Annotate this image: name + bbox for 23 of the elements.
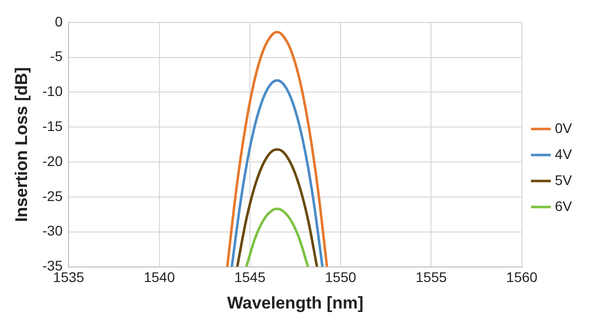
legend-label: 0V — [554, 120, 573, 136]
x-tick-label: 1550 — [325, 269, 356, 286]
y-axis-title: Insertion Loss [dB] — [12, 67, 31, 222]
line-series — [245, 208, 310, 267]
line-series — [226, 30, 328, 267]
line-series — [230, 79, 324, 267]
y-tick-label: -30 — [42, 222, 63, 239]
x-tick-label: 1540 — [144, 269, 176, 286]
x-tick-label: 1535 — [53, 269, 84, 286]
line-series — [236, 148, 318, 267]
legend-label: 5V — [554, 172, 573, 188]
y-tick-label: -10 — [42, 83, 63, 100]
y-tick-label: -15 — [42, 118, 63, 134]
x-tick-label: 1560 — [506, 269, 538, 286]
x-tick-label: 1545 — [234, 269, 266, 286]
y-tick-label: -20 — [42, 152, 63, 169]
y-tick-label: -25 — [42, 188, 63, 204]
x-tick-label: 1555 — [416, 269, 448, 286]
legend-label: 4V — [554, 146, 573, 162]
x-axis-title: Wavelength [nm] — [227, 293, 364, 312]
legend-label: 6V — [554, 198, 573, 214]
y-tick-label: -5 — [50, 48, 63, 64]
y-tick-label: 0 — [54, 13, 63, 30]
